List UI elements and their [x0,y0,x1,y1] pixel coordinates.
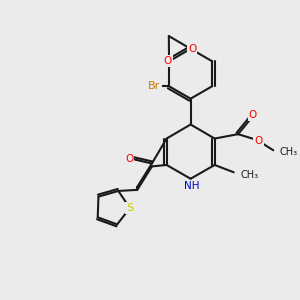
Text: O: O [188,44,196,54]
Text: O: O [254,136,263,146]
Text: O: O [125,154,134,164]
Text: O: O [249,110,257,120]
Text: NH: NH [184,181,200,191]
Text: CH₃: CH₃ [280,147,298,157]
Text: S: S [126,203,134,213]
Text: Br: Br [148,81,160,91]
Text: O: O [164,56,172,66]
Text: CH₃: CH₃ [240,169,258,180]
